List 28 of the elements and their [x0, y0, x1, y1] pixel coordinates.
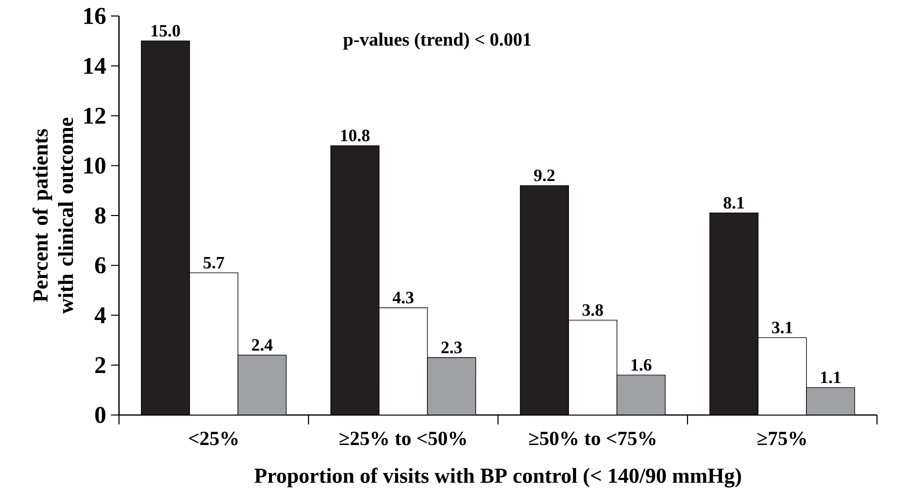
- x-axis-title: Proportion of visits with BP control (< 140/90 mmHg): [254, 468, 741, 488]
- data-label: 3.1: [772, 322, 792, 334]
- data-label: 15.0: [152, 24, 180, 37]
- data-label: 5.7: [204, 257, 224, 269]
- y-tick-label: 0: [95, 406, 106, 424]
- data-label: 8.1: [724, 196, 744, 209]
- data-label: 3.8: [582, 304, 604, 316]
- y-tick-label: 14: [84, 58, 106, 74]
- y-tick-label: 6: [95, 257, 106, 274]
- annotation: p-values (trend) < 0.001: [343, 32, 531, 50]
- y-tick-label: 12: [84, 108, 106, 124]
- data-label: 1.1: [821, 372, 841, 384]
- data-label: 2.4: [252, 339, 273, 351]
- data-label: 1.6: [632, 359, 652, 371]
- x-tick-label: ≥75%: [758, 432, 806, 446]
- data-label: 4.3: [392, 292, 414, 304]
- y-tick-label: 8: [95, 207, 106, 224]
- x-tick-label: ≥50% to <75%: [529, 432, 656, 446]
- data-label: 10.8: [341, 130, 370, 142]
- y-tick-label: 10: [84, 158, 106, 174]
- y-tick-label: 16: [84, 8, 106, 24]
- y-tick-label: 2: [95, 357, 106, 374]
- data-label: 9.2: [534, 170, 555, 182]
- x-tick-label: ≥25% to <50%: [340, 432, 466, 446]
- y-axis-title: Percent of patients with clinical outcome: [32, 118, 74, 314]
- data-label: 2.3: [441, 342, 462, 354]
- x-tick-label: <25%: [189, 432, 238, 446]
- y-tick-label: 4: [94, 307, 106, 324]
